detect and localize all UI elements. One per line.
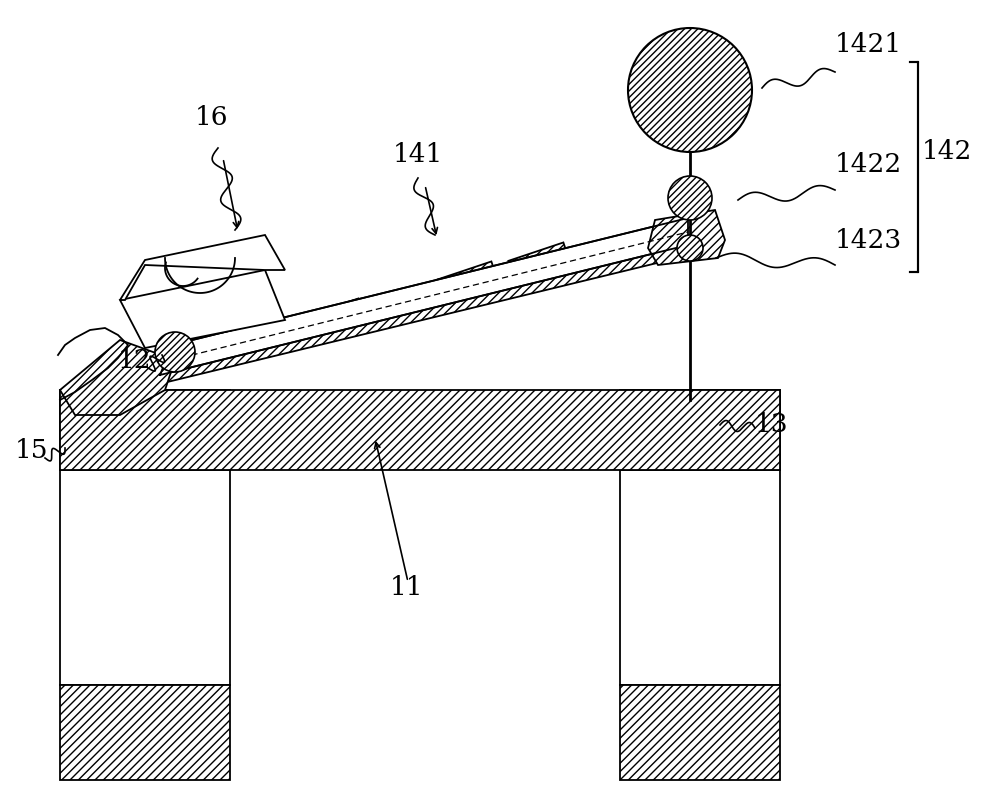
Text: 12: 12 [118,348,152,373]
Text: 141: 141 [393,142,443,167]
Circle shape [668,176,712,220]
Polygon shape [60,390,230,470]
Circle shape [155,332,195,372]
Bar [303,299,367,341]
Bar [620,470,780,685]
Polygon shape [160,218,688,375]
Circle shape [677,235,703,261]
Polygon shape [648,210,725,265]
Text: 11: 11 [390,575,424,600]
Circle shape [628,28,752,152]
Text: 13: 13 [755,412,789,437]
Text: 1423: 1423 [835,228,902,253]
Text: 1422: 1422 [835,152,902,177]
Text: 1421: 1421 [835,32,902,57]
Polygon shape [620,390,780,470]
Text: 15: 15 [15,438,48,463]
Polygon shape [620,685,780,780]
Polygon shape [60,340,175,415]
Bar [436,262,500,304]
Polygon shape [120,270,285,348]
Text: 142: 142 [922,139,972,164]
Polygon shape [60,390,780,470]
Bar [60,470,230,685]
Polygon shape [120,222,690,390]
Bar [508,242,572,286]
Polygon shape [60,685,230,780]
Polygon shape [120,235,285,300]
Text: 16: 16 [195,105,228,130]
